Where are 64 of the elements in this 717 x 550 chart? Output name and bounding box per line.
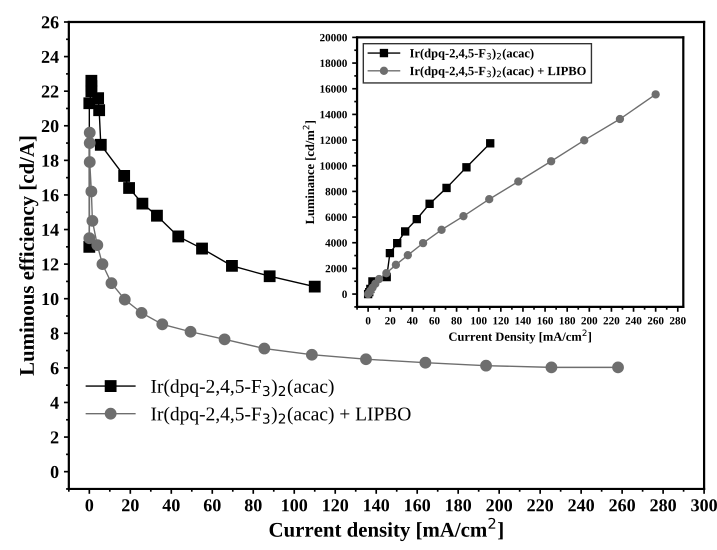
x-tick-label: 180 [560, 316, 576, 324]
y-tick-label: 2 [50, 431, 58, 444]
x-tick-label: 100 [471, 316, 487, 324]
x-tick-label: 200 [581, 316, 598, 324]
x-tick-label: 280 [650, 499, 676, 512]
x-tick-label: 200 [486, 499, 512, 512]
y-tick-label: 0 [342, 290, 347, 298]
x-tick-label: 300 [691, 499, 717, 512]
x-tick-label: 280 [670, 316, 686, 324]
y-tick-label: 18000 [320, 60, 347, 68]
y-tick-label: 12 [42, 258, 58, 270]
y-tick-label: 8 [50, 328, 59, 340]
y-tick-label: 16000 [320, 85, 347, 93]
y-tick-label: 22 [42, 85, 58, 98]
y-tick-label: 14000 [320, 110, 347, 118]
legend-label: Ir(dpq-2,4,5-F$_{3}$)$_{2}$(acac) + LIPBO [410, 66, 586, 78]
y-tick-label: 12000 [320, 136, 347, 144]
x-tick-label: 60 [204, 499, 221, 512]
x-tick-label: 260 [648, 316, 664, 324]
y-tick-label: 0 [50, 466, 58, 478]
x-tick-label: 0 [86, 499, 94, 512]
x-tick-label: 0 [366, 316, 370, 324]
x-tick-label: 220 [527, 499, 554, 512]
y-axis-title: Luminance [cd/m$^{2}$] [302, 120, 316, 224]
x-tick-label: 80 [244, 499, 262, 512]
x-tick-label: 60 [429, 316, 440, 324]
x-tick-label: 220 [604, 316, 620, 324]
x-tick-label: 260 [609, 499, 635, 512]
x-tick-label: 20 [385, 316, 396, 324]
x-tick-label: 120 [323, 499, 348, 512]
x-tick-label: 120 [493, 316, 509, 324]
y-tick-label: 4000 [325, 239, 347, 247]
legend-label: Ir(dpq-2,4,5-F$_{3}$)$_{2}$(acac) + LIPBO [151, 406, 411, 424]
y-axis-title: Luminous efficiency [cd/A] [19, 136, 38, 376]
x-tick-label: 140 [364, 499, 390, 512]
x-tick-label: 100 [282, 499, 308, 512]
x-tick-label: 20 [122, 499, 139, 512]
y-tick-label: 4 [50, 396, 59, 409]
x-tick-label: 240 [568, 499, 594, 512]
y-tick-label: 10 [42, 292, 58, 306]
y-tick-label: 20000 [320, 34, 347, 42]
legend-label: Ir(dpq-2,4,5-F$_{3}$)$_{2}$(acac) [410, 48, 534, 60]
x-tick-label: 140 [516, 316, 531, 324]
y-tick-label: 14 [42, 224, 59, 236]
y-tick-label: 10000 [320, 162, 347, 170]
x-tick-label: 240 [626, 316, 642, 324]
y-tick-label: 16 [42, 189, 59, 202]
x-tick-label: 40 [162, 499, 180, 512]
x-tick-label: 160 [538, 316, 553, 324]
x-tick-label: 40 [406, 316, 418, 324]
y-tick-label: 8000 [325, 188, 347, 196]
x-axis-title: Current Density [mA/cm$^{2}$] [449, 329, 591, 344]
x-tick-label: 80 [451, 316, 462, 324]
y-tick-label: 26 [42, 16, 59, 28]
y-tick-label: 2000 [326, 264, 347, 272]
x-axis-title: Current density [mA/cm$^{2}$] [270, 518, 503, 542]
y-tick-label: 6 [50, 362, 59, 374]
x-tick-label: 180 [446, 499, 472, 512]
y-tick-label: 24 [42, 50, 59, 63]
y-tick-label: 6000 [326, 214, 347, 222]
legend-label: Ir(dpq-2,4,5-F$_{3}$)$_{2}$(acac) [151, 379, 334, 397]
x-tick-label: 160 [405, 499, 430, 512]
y-tick-label: 20 [42, 120, 58, 132]
y-tick-label: 18 [42, 154, 59, 167]
